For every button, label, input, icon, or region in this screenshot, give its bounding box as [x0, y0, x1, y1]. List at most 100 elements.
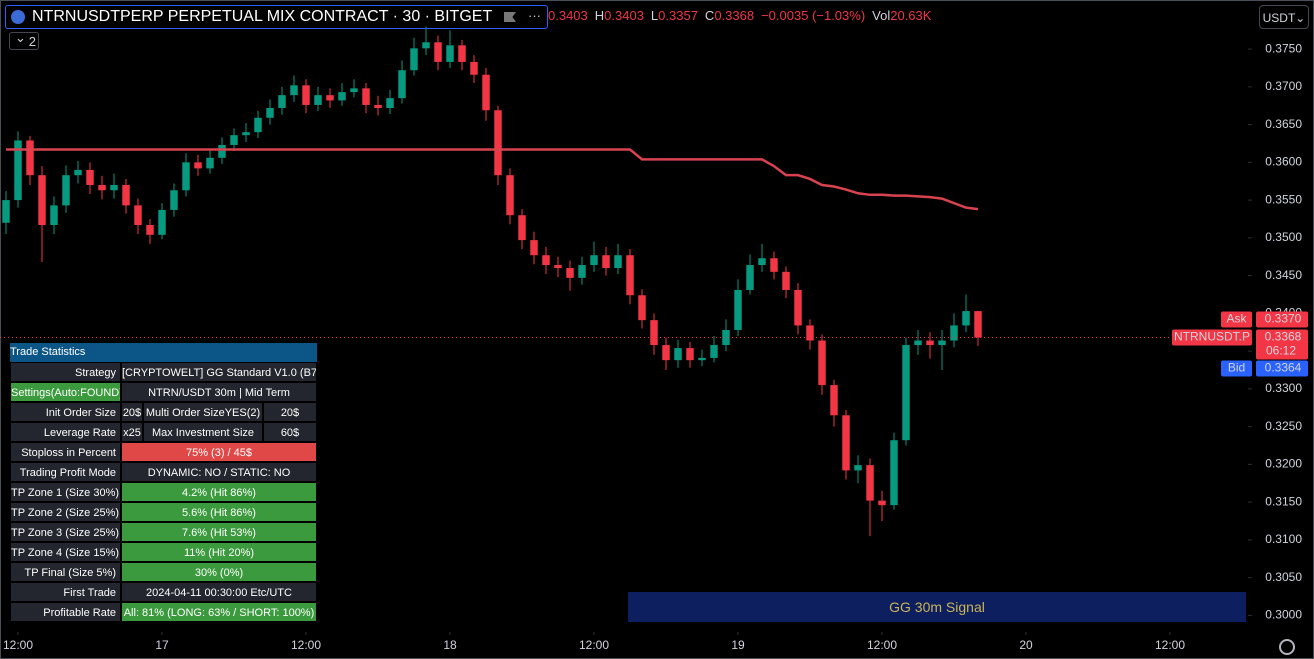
candle-body [806, 325, 814, 341]
y-tick-label: 0.3150 [1265, 494, 1302, 508]
table-row: Strategy [CRYPTOWELT] GG Standard V1.0 (B… [10, 362, 317, 382]
candle-body [434, 42, 442, 62]
low-label: L [650, 8, 659, 23]
x-tick-label: 12:00 [291, 638, 321, 652]
stats-table: Trade Statistics Strategy [CRYPTOWELT] GG… [10, 343, 317, 622]
candle-body [698, 357, 706, 361]
candle-body [818, 340, 826, 386]
candle-body [62, 175, 70, 206]
y-tick-label: 0.3250 [1265, 419, 1302, 433]
row-label: Profitable Rate [10, 602, 121, 622]
table-row: Settings(Auto:FOUND) NTRN/USDT 30m | Mid … [10, 382, 317, 402]
y-tick-label: 0.3000 [1265, 608, 1302, 622]
candle-body [830, 385, 838, 416]
candle-body [158, 209, 166, 235]
candle-body [314, 95, 322, 105]
candle-body [758, 258, 766, 266]
row-value: NTRN/USDT 30m | Mid Term [121, 382, 317, 402]
row-label: TP Zone 1 (Size 30%) [10, 482, 121, 502]
candle-body [734, 289, 742, 330]
candle-body [650, 320, 658, 346]
candle-body [2, 200, 10, 223]
candle-body [878, 500, 886, 506]
candle-body [326, 95, 334, 101]
volume-value: 20.63 [890, 8, 923, 23]
price-name: NTRNUSDT.P [1174, 330, 1250, 344]
table-row: Profitable Rate All: 81% (LONG: 63% / SHO… [10, 602, 317, 622]
x-tick-label: 20 [1019, 638, 1033, 652]
candle-body [410, 48, 418, 71]
y-tick-label: 0.3650 [1265, 117, 1302, 131]
y-tick-label: 0.3600 [1265, 155, 1302, 169]
x-tick-label: 12:00 [3, 638, 33, 652]
price-label-bg [1256, 311, 1308, 328]
candle-body [626, 255, 634, 296]
candle-body [854, 465, 862, 471]
flag-icon[interactable] [504, 12, 516, 22]
y-tick-label: 0.3050 [1265, 570, 1302, 584]
row-value: 20$ [121, 402, 143, 422]
candle-body [398, 70, 406, 99]
candle-body [590, 255, 598, 266]
candle-body [290, 85, 298, 96]
candle-body [578, 265, 586, 278]
close-label: C [704, 8, 715, 23]
candle-body [482, 74, 490, 111]
currency: USDT [1262, 11, 1296, 25]
row-value: Max Investment Size [143, 422, 263, 442]
candle-body [638, 295, 646, 321]
price-name-bg [1221, 360, 1252, 377]
x-tick-label: 12:00 [579, 638, 609, 652]
candle-body [74, 169, 82, 176]
signal-box: GG 30m Signal [628, 592, 1246, 622]
y-tick-label: 0.3300 [1265, 381, 1302, 395]
row-label: TP Final (Size 5%) [10, 562, 121, 582]
currency-select[interactable]: USDT⌄ [1259, 5, 1309, 29]
ma-line [6, 148, 979, 211]
row-label: TP Zone 2 (Size 25%) [10, 502, 121, 522]
indicators-toggle[interactable]: 2 [9, 29, 39, 50]
more-icon[interactable]: ··· [528, 8, 541, 23]
y-tick-label: 0.3700 [1265, 79, 1302, 93]
candle-body [230, 135, 238, 145]
row-label: Trading Profit Mode [10, 462, 121, 482]
close-value: 0.3368 [714, 8, 755, 23]
row-value: 75% (3) / 45$ [121, 442, 317, 462]
candle-body [938, 340, 946, 346]
row-value: 20$ [263, 402, 317, 422]
price-label: 0.3368 [1265, 330, 1302, 344]
high-label: H [594, 8, 605, 23]
x-tick-label: 12:00 [1155, 638, 1185, 652]
candle-body [266, 107, 274, 118]
x-tick-label: 12:00 [867, 638, 897, 652]
candle-body [182, 162, 190, 191]
candle-body [494, 110, 502, 176]
row-value: x25 [121, 422, 143, 442]
candle-body [146, 225, 154, 235]
candle-body [926, 340, 934, 346]
candle-body [506, 175, 514, 216]
low-value: 0.3357 [658, 8, 698, 23]
candle-body [254, 117, 262, 133]
table-row: Init Order Size 20$ Multi Order SizeYES(2)… [10, 402, 317, 422]
candle-body [242, 132, 250, 136]
table-row: TP Zone 3 (Size 25%) 7.6% (Hit 53%) [10, 522, 317, 542]
symbol-box[interactable]: NTRNUSDTPERP PERPETUAL MIX CONTRACT · 30… [5, 5, 548, 29]
ohlc-legend: 0.3403 H0.3403 L0.3357 C0.3368 −0.0035 (−1.0… [548, 8, 931, 23]
candle-body [86, 169, 94, 185]
candle-body [746, 265, 754, 290]
candle-body [602, 255, 610, 269]
table-row: TP Zone 2 (Size 25%) 5.6% (Hit 86%) [10, 502, 317, 522]
row-value: 5.6% (Hit 86%) [121, 502, 317, 522]
candle-body [386, 98, 394, 108]
row-value: 30% (0%) [121, 562, 317, 582]
candle-body [962, 311, 970, 326]
settings-icon[interactable] [1279, 639, 1295, 655]
row-value: Multi Order SizeYES(2) [143, 402, 263, 422]
candle-body [662, 345, 670, 361]
symbol-icon [11, 10, 25, 24]
row-label: TP Zone 3 (Size 25%) [10, 522, 121, 542]
candle-body [842, 415, 850, 471]
row-value: 7.6% (Hit 53%) [121, 522, 317, 542]
row-value: 2024-04-11 00:30:00 Etc/UTC [121, 582, 317, 602]
